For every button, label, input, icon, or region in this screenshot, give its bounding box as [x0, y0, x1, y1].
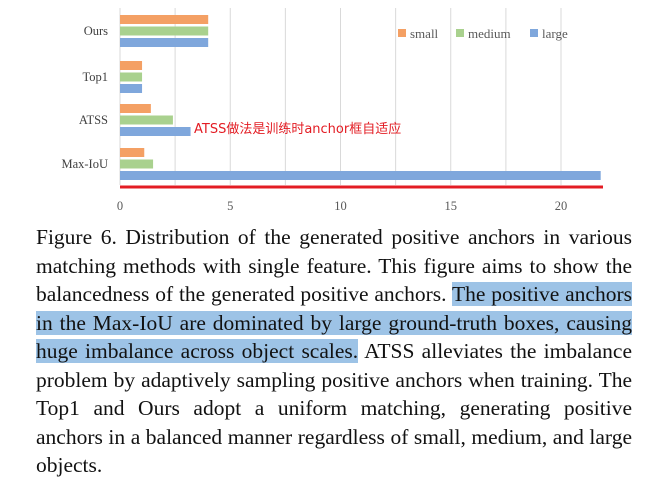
figure-caption: Figure 6. Distribution of the generated …: [36, 223, 632, 480]
x-tick-label: 20: [555, 199, 568, 213]
bar-medium-top1: [120, 72, 143, 82]
caption-text-end: ATSS alleviates the imbalance problem by…: [36, 339, 632, 477]
category-label: Ours: [84, 24, 108, 38]
legend-label-large: large: [542, 26, 568, 41]
x-tick-label: 5: [227, 199, 233, 213]
bar-medium-ours: [120, 26, 209, 36]
category-label: ATSS: [79, 113, 108, 127]
x-tick-label: 15: [445, 199, 458, 213]
grid-lines: [119, 8, 562, 185]
bar-large-top1: [120, 84, 143, 93]
bar-large-atss: [120, 127, 191, 136]
category-labels: Ours Top1 ATSS Max-IoU: [61, 24, 108, 171]
category-label: Max-IoU: [61, 157, 108, 171]
bars: [120, 15, 601, 180]
legend: small medium large: [398, 26, 568, 41]
legend-swatch-medium: [456, 29, 464, 37]
bar-medium-max-iou: [120, 159, 154, 169]
bar-large-max-iou: [120, 171, 601, 180]
bar-small-max-iou: [120, 148, 145, 157]
chart-annotation: ATSS做法是训练时anchor框自适应: [194, 122, 402, 137]
x-tick-label: 10: [334, 199, 347, 213]
legend-label-medium: medium: [468, 26, 511, 41]
bar-small-atss: [120, 104, 151, 113]
legend-swatch-small: [398, 29, 406, 37]
bar-medium-atss: [120, 115, 173, 125]
bar-large-ours: [120, 38, 209, 47]
bar-chart: Ours Top1 ATSS Max-IoU 0 5 10 15 20 small medium…: [61, 8, 603, 213]
category-label: Top1: [82, 70, 108, 84]
bar-small-ours: [120, 15, 209, 24]
legend-label-small: small: [410, 26, 439, 41]
x-tick-label: 0: [117, 199, 123, 213]
x-tick-labels: 0 5 10 15 20: [117, 199, 567, 213]
legend-swatch-large: [530, 29, 538, 37]
bar-small-top1: [120, 61, 143, 70]
caption-text: Figure 6. Distribution of the generated …: [36, 225, 632, 306]
